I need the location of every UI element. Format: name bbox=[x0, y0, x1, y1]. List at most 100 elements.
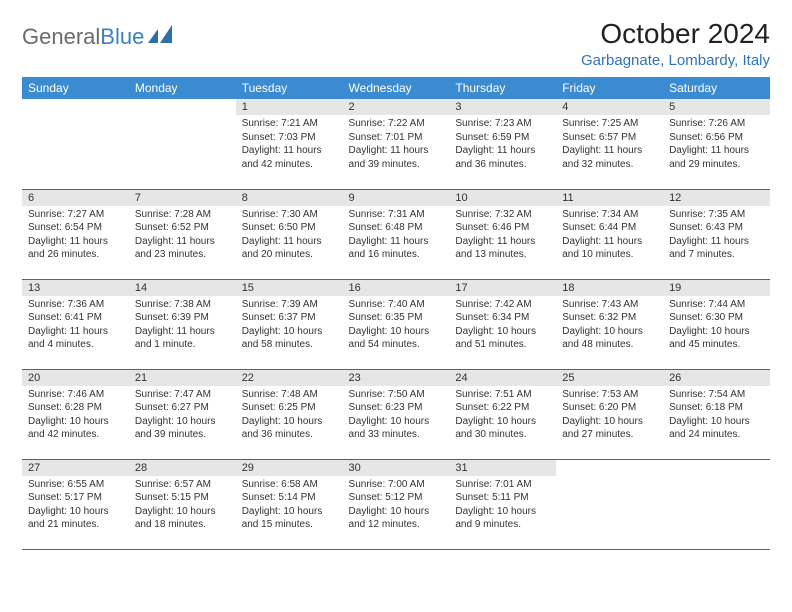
day-details: Sunrise: 7:54 AMSunset: 6:18 PMDaylight:… bbox=[663, 386, 770, 448]
sunset-text: Sunset: 6:20 PM bbox=[562, 401, 657, 415]
weekday-header: Sunday bbox=[22, 77, 129, 99]
calendar-day-cell: 9Sunrise: 7:31 AMSunset: 6:48 PMDaylight… bbox=[343, 189, 450, 279]
sunset-text: Sunset: 5:11 PM bbox=[455, 491, 550, 505]
sunset-text: Sunset: 6:41 PM bbox=[28, 311, 123, 325]
day-number: 19 bbox=[663, 280, 770, 296]
sunset-text: Sunset: 6:50 PM bbox=[242, 221, 337, 235]
calendar-day-cell: 5Sunrise: 7:26 AMSunset: 6:56 PMDaylight… bbox=[663, 99, 770, 189]
calendar-day-cell: 29Sunrise: 6:58 AMSunset: 5:14 PMDayligh… bbox=[236, 459, 343, 549]
calendar-day-cell: 25Sunrise: 7:53 AMSunset: 6:20 PMDayligh… bbox=[556, 369, 663, 459]
day-details: Sunrise: 7:43 AMSunset: 6:32 PMDaylight:… bbox=[556, 296, 663, 358]
calendar-page: GeneralBlue October 2024 Garbagnate, Lom… bbox=[0, 0, 792, 568]
sunset-text: Sunset: 5:14 PM bbox=[242, 491, 337, 505]
day-number: 31 bbox=[449, 460, 556, 476]
sunset-text: Sunset: 6:48 PM bbox=[349, 221, 444, 235]
calendar-day-cell: 11Sunrise: 7:34 AMSunset: 6:44 PMDayligh… bbox=[556, 189, 663, 279]
calendar-week-row: 1Sunrise: 7:21 AMSunset: 7:03 PMDaylight… bbox=[22, 99, 770, 189]
daylight-text: Daylight: 10 hours and 12 minutes. bbox=[349, 505, 444, 532]
calendar-day-cell bbox=[22, 99, 129, 189]
logo-text: GeneralBlue bbox=[22, 24, 144, 50]
weekday-header: Friday bbox=[556, 77, 663, 99]
day-number: 13 bbox=[22, 280, 129, 296]
logo-word-blue: Blue bbox=[100, 24, 144, 49]
sunset-text: Sunset: 6:46 PM bbox=[455, 221, 550, 235]
day-number: 17 bbox=[449, 280, 556, 296]
daylight-text: Daylight: 10 hours and 30 minutes. bbox=[455, 415, 550, 442]
sunrise-text: Sunrise: 7:53 AM bbox=[562, 388, 657, 402]
calendar-day-cell: 7Sunrise: 7:28 AMSunset: 6:52 PMDaylight… bbox=[129, 189, 236, 279]
calendar-day-cell: 4Sunrise: 7:25 AMSunset: 6:57 PMDaylight… bbox=[556, 99, 663, 189]
daylight-text: Daylight: 10 hours and 33 minutes. bbox=[349, 415, 444, 442]
sunset-text: Sunset: 6:34 PM bbox=[455, 311, 550, 325]
sunrise-text: Sunrise: 7:36 AM bbox=[28, 298, 123, 312]
daylight-text: Daylight: 11 hours and 10 minutes. bbox=[562, 235, 657, 262]
daylight-text: Daylight: 11 hours and 7 minutes. bbox=[669, 235, 764, 262]
sunrise-text: Sunrise: 7:21 AM bbox=[242, 117, 337, 131]
day-details: Sunrise: 7:53 AMSunset: 6:20 PMDaylight:… bbox=[556, 386, 663, 448]
day-number: 24 bbox=[449, 370, 556, 386]
daylight-text: Daylight: 10 hours and 21 minutes. bbox=[28, 505, 123, 532]
calendar-day-cell: 31Sunrise: 7:01 AMSunset: 5:11 PMDayligh… bbox=[449, 459, 556, 549]
day-number: 23 bbox=[343, 370, 450, 386]
daylight-text: Daylight: 10 hours and 36 minutes. bbox=[242, 415, 337, 442]
day-details: Sunrise: 7:25 AMSunset: 6:57 PMDaylight:… bbox=[556, 115, 663, 177]
sunrise-text: Sunrise: 6:57 AM bbox=[135, 478, 230, 492]
day-number: 11 bbox=[556, 190, 663, 206]
sunset-text: Sunset: 6:56 PM bbox=[669, 131, 764, 145]
sunrise-text: Sunrise: 7:01 AM bbox=[455, 478, 550, 492]
calendar-day-cell bbox=[556, 459, 663, 549]
sunset-text: Sunset: 5:17 PM bbox=[28, 491, 123, 505]
sunset-text: Sunset: 6:30 PM bbox=[669, 311, 764, 325]
sunrise-text: Sunrise: 7:00 AM bbox=[349, 478, 444, 492]
sunset-text: Sunset: 6:59 PM bbox=[455, 131, 550, 145]
calendar-day-cell: 14Sunrise: 7:38 AMSunset: 6:39 PMDayligh… bbox=[129, 279, 236, 369]
day-number: 14 bbox=[129, 280, 236, 296]
daylight-text: Daylight: 11 hours and 26 minutes. bbox=[28, 235, 123, 262]
day-details: Sunrise: 7:48 AMSunset: 6:25 PMDaylight:… bbox=[236, 386, 343, 448]
day-number: 16 bbox=[343, 280, 450, 296]
calendar-day-cell: 17Sunrise: 7:42 AMSunset: 6:34 PMDayligh… bbox=[449, 279, 556, 369]
day-details: Sunrise: 7:21 AMSunset: 7:03 PMDaylight:… bbox=[236, 115, 343, 177]
calendar-day-cell: 18Sunrise: 7:43 AMSunset: 6:32 PMDayligh… bbox=[556, 279, 663, 369]
daylight-text: Daylight: 10 hours and 48 minutes. bbox=[562, 325, 657, 352]
day-number: 27 bbox=[22, 460, 129, 476]
calendar-day-cell: 12Sunrise: 7:35 AMSunset: 6:43 PMDayligh… bbox=[663, 189, 770, 279]
sunrise-text: Sunrise: 7:25 AM bbox=[562, 117, 657, 131]
weekday-header: Wednesday bbox=[343, 77, 450, 99]
daylight-text: Daylight: 11 hours and 32 minutes. bbox=[562, 144, 657, 171]
sunrise-text: Sunrise: 7:39 AM bbox=[242, 298, 337, 312]
calendar-day-cell: 30Sunrise: 7:00 AMSunset: 5:12 PMDayligh… bbox=[343, 459, 450, 549]
sunrise-text: Sunrise: 7:51 AM bbox=[455, 388, 550, 402]
header: GeneralBlue October 2024 Garbagnate, Lom… bbox=[22, 18, 770, 69]
daylight-text: Daylight: 10 hours and 54 minutes. bbox=[349, 325, 444, 352]
day-details: Sunrise: 7:30 AMSunset: 6:50 PMDaylight:… bbox=[236, 206, 343, 268]
day-number: 28 bbox=[129, 460, 236, 476]
daylight-text: Daylight: 11 hours and 39 minutes. bbox=[349, 144, 444, 171]
sunset-text: Sunset: 5:15 PM bbox=[135, 491, 230, 505]
day-number: 8 bbox=[236, 190, 343, 206]
calendar-day-cell: 1Sunrise: 7:21 AMSunset: 7:03 PMDaylight… bbox=[236, 99, 343, 189]
day-details: Sunrise: 7:28 AMSunset: 6:52 PMDaylight:… bbox=[129, 206, 236, 268]
calendar-day-cell: 15Sunrise: 7:39 AMSunset: 6:37 PMDayligh… bbox=[236, 279, 343, 369]
day-details: Sunrise: 7:47 AMSunset: 6:27 PMDaylight:… bbox=[129, 386, 236, 448]
sunrise-text: Sunrise: 7:32 AM bbox=[455, 208, 550, 222]
daylight-text: Daylight: 11 hours and 4 minutes. bbox=[28, 325, 123, 352]
sunrise-text: Sunrise: 7:22 AM bbox=[349, 117, 444, 131]
calendar-day-cell: 28Sunrise: 6:57 AMSunset: 5:15 PMDayligh… bbox=[129, 459, 236, 549]
sunrise-text: Sunrise: 7:44 AM bbox=[669, 298, 764, 312]
sunrise-text: Sunrise: 7:28 AM bbox=[135, 208, 230, 222]
sunrise-text: Sunrise: 7:23 AM bbox=[455, 117, 550, 131]
weekday-header: Thursday bbox=[449, 77, 556, 99]
day-details: Sunrise: 6:58 AMSunset: 5:14 PMDaylight:… bbox=[236, 476, 343, 538]
day-number: 3 bbox=[449, 99, 556, 115]
sunset-text: Sunset: 6:18 PM bbox=[669, 401, 764, 415]
daylight-text: Daylight: 11 hours and 29 minutes. bbox=[669, 144, 764, 171]
day-details: Sunrise: 7:38 AMSunset: 6:39 PMDaylight:… bbox=[129, 296, 236, 358]
daylight-text: Daylight: 11 hours and 13 minutes. bbox=[455, 235, 550, 262]
sunset-text: Sunset: 6:35 PM bbox=[349, 311, 444, 325]
day-number: 20 bbox=[22, 370, 129, 386]
calendar-week-row: 27Sunrise: 6:55 AMSunset: 5:17 PMDayligh… bbox=[22, 459, 770, 549]
day-details: Sunrise: 7:00 AMSunset: 5:12 PMDaylight:… bbox=[343, 476, 450, 538]
calendar-day-cell: 22Sunrise: 7:48 AMSunset: 6:25 PMDayligh… bbox=[236, 369, 343, 459]
month-title: October 2024 bbox=[581, 18, 770, 50]
